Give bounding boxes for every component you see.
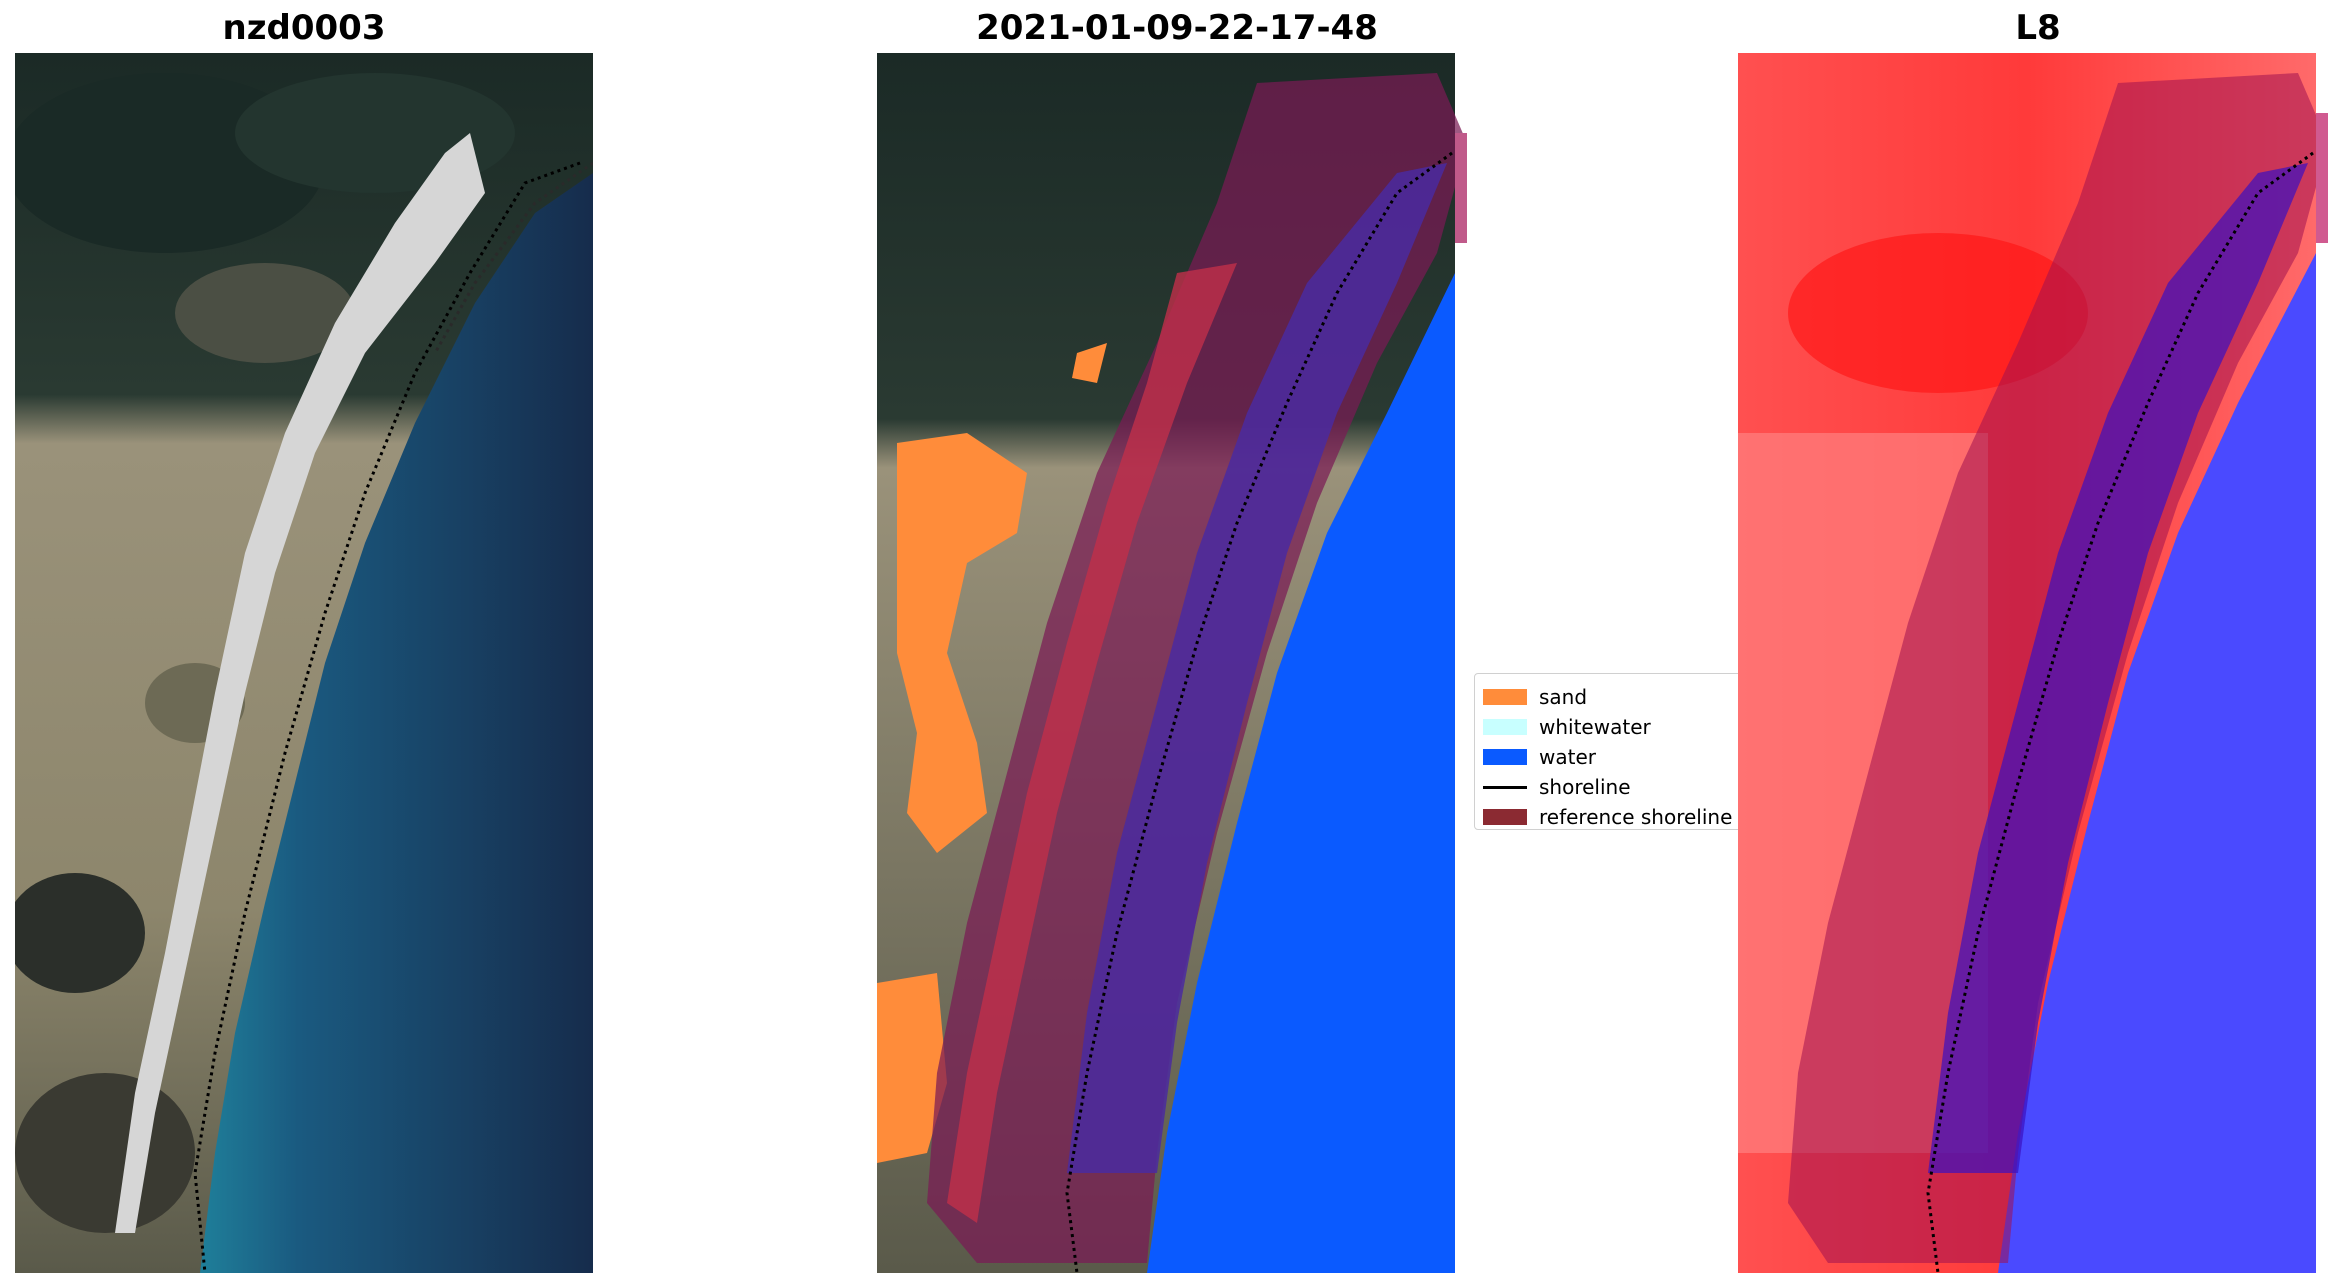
shoreline-line-icon bbox=[1483, 786, 1527, 789]
rgb-satellite-image bbox=[15, 53, 593, 1273]
index-panel: L8 bbox=[1738, 0, 2331, 1273]
rgb-panel: nzd0003 bbox=[15, 0, 593, 1273]
classification-shoreline-path bbox=[1065, 151, 1453, 1273]
index-panel-title: L8 bbox=[2015, 8, 2061, 48]
index-overlay-edge-stub bbox=[2316, 113, 2328, 243]
rgb-panel-title: nzd0003 bbox=[222, 8, 386, 48]
shoreline-path bbox=[193, 161, 581, 1273]
sand-swatch-icon bbox=[1483, 689, 1527, 705]
legend-label-whitewater: whitewater bbox=[1539, 715, 1651, 739]
index-image bbox=[1738, 53, 2328, 1273]
legend-label-reference-shoreline: reference shoreline bbox=[1539, 805, 1733, 829]
water-swatch-icon bbox=[1483, 749, 1527, 765]
reference-shoreline-swatch-icon bbox=[1483, 809, 1527, 825]
whitewater-swatch-icon bbox=[1483, 719, 1527, 735]
overlay-edge-stub bbox=[1455, 133, 1467, 243]
classification-image bbox=[877, 53, 1467, 1273]
legend: sand whitewater water shoreline referenc… bbox=[1474, 673, 1744, 830]
index-shoreline-path bbox=[1926, 151, 2314, 1273]
legend-label-sand: sand bbox=[1539, 685, 1588, 709]
legend-label-shoreline: shoreline bbox=[1539, 775, 1631, 799]
legend-label-water: water bbox=[1539, 745, 1596, 769]
classification-panel: 2021-01-09-22-17-48 bbox=[877, 0, 1477, 1273]
classification-panel-title: 2021-01-09-22-17-48 bbox=[976, 8, 1378, 48]
